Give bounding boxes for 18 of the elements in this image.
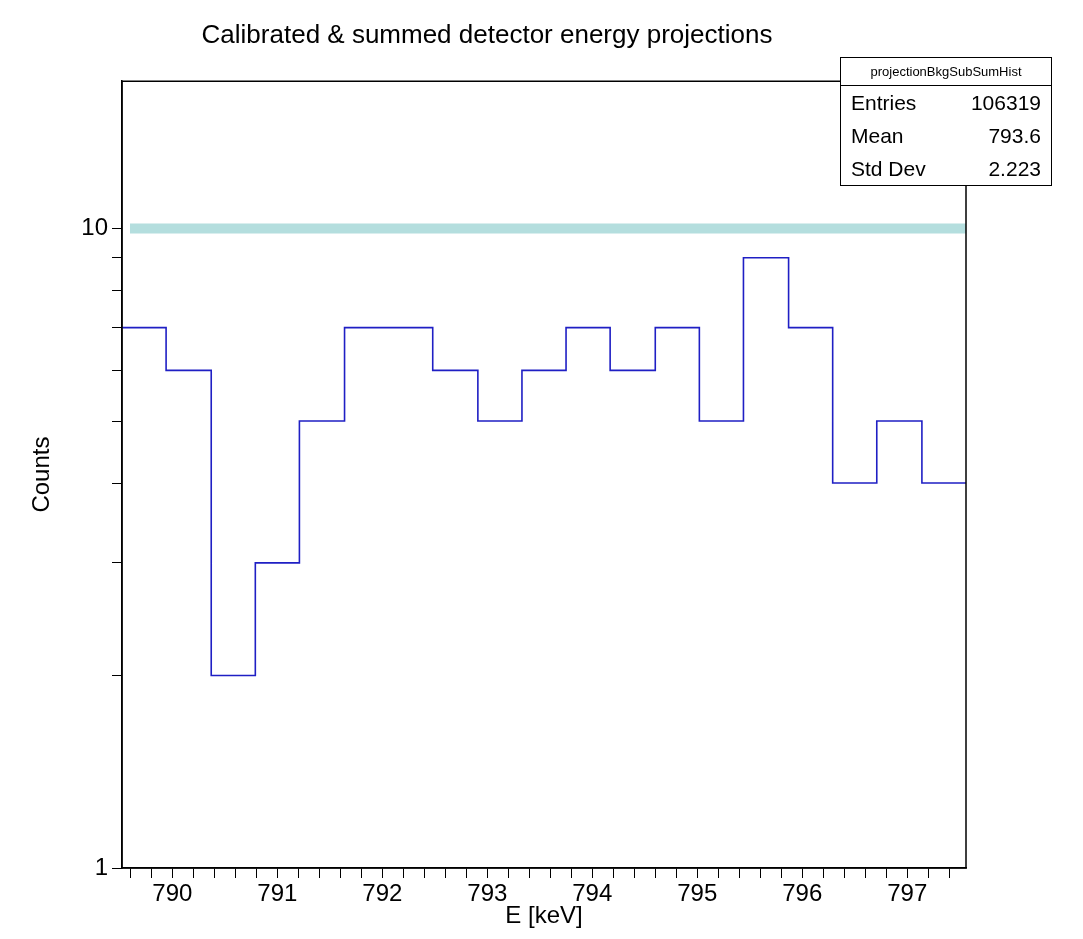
x-tick-label: 793	[467, 879, 508, 907]
y-tick-label: 1	[94, 852, 108, 880]
text: 106319	[970, 91, 1041, 115]
x-tick-label: 796	[782, 879, 823, 907]
text: 793.6	[988, 124, 1041, 148]
x-tick-label: 797	[887, 879, 928, 907]
annotation: Mean	[851, 124, 904, 148]
text: projectionBkgSubSumHist	[841, 58, 1051, 86]
x-tick-label: 791	[257, 879, 298, 907]
chart-title: Calibrated & summed detector energy projections	[201, 18, 773, 49]
annotation: Std Dev	[851, 157, 926, 181]
x-tick-label: 795	[677, 879, 718, 907]
x-tick-label: 792	[362, 879, 403, 907]
annotation: Entries	[851, 91, 917, 115]
x-tick-label: 790	[152, 879, 193, 907]
text: 2.223	[988, 157, 1041, 181]
y-axis-title: Counts	[27, 436, 55, 513]
y-tick-label: 10	[81, 213, 108, 241]
